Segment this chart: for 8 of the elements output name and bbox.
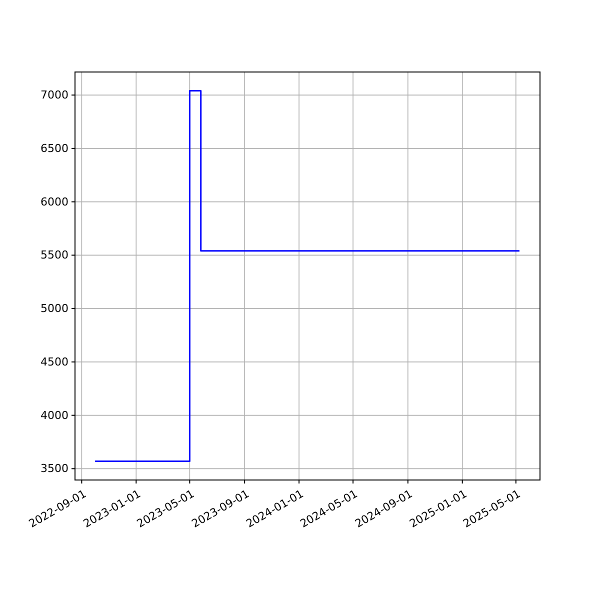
y-tick-label: 6500	[40, 142, 68, 155]
y-tick-label: 6000	[40, 195, 68, 208]
y-tick-label: 4500	[40, 355, 68, 368]
y-tick-label: 4000	[40, 408, 68, 422]
y-tick-label: 5500	[40, 248, 68, 262]
y-tick-label: 3500	[40, 462, 68, 476]
y-tick-label: 5000	[40, 302, 68, 316]
y-tick-label: 7000	[40, 88, 68, 102]
